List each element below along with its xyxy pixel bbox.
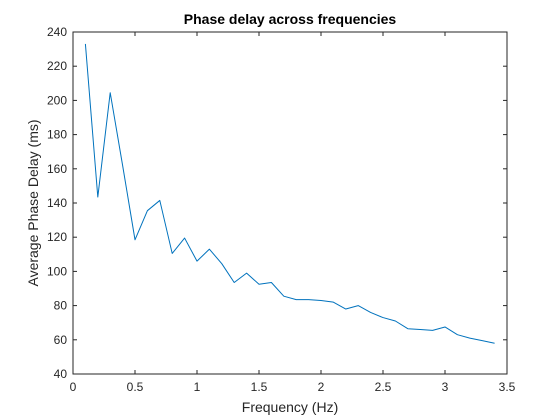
x-tick-label: 2.5 [375,380,392,394]
x-tick-label: 0.5 [127,380,144,394]
x-tick-label: 3.5 [499,380,516,394]
axes-box [72,31,508,375]
y-tick-label: 160 [47,162,67,176]
x-tick-label: 2 [318,380,325,394]
x-axis-ticks: 0 0.5 1 1.5 2 2.5 3 3.5 [70,32,516,394]
y-axis-label: Average Phase Delay (ms) [25,119,41,286]
x-tick-label: 1.5 [251,380,268,394]
data-layer [84,43,495,344]
y-tick-label: 60 [54,333,68,347]
y-tick-label: 220 [47,59,67,73]
chart-title: Phase delay across frequencies [184,11,397,27]
y-tick-label: 100 [47,264,67,278]
x-tick-label: 1 [194,380,201,394]
x-tick-label: 0 [70,380,77,394]
y-tick-label: 200 [47,93,67,107]
x-axis-label: Frequency (Hz) [242,399,338,415]
y-tick-label: 120 [47,230,67,244]
y-axis-ticks: 40 60 80 100 120 140 160 180 200 220 240 [47,25,507,381]
plot-area: 0 0.5 1 1.5 2 2.5 3 3.5 40 60 80 100 120 140 160 180 20… [47,25,516,394]
y-tick-label: 180 [47,128,67,142]
y-tick-label: 240 [47,25,67,39]
y-tick-label: 140 [47,196,67,210]
y-tick-label: 40 [54,367,68,381]
y-tick-label: 80 [54,299,68,313]
series-line [84,43,495,344]
x-tick-label: 3 [442,380,449,394]
